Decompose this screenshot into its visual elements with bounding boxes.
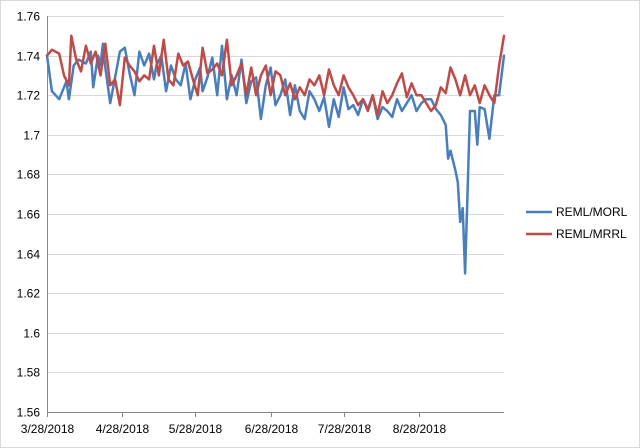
x-tick-label: 6/28/2018 [245,422,299,436]
x-tick-label: 5/28/2018 [169,422,223,436]
x-tick-label: 3/28/2018 [21,422,75,436]
x-tick-labels: 3/28/2018 4/28/2018 5/28/2018 6/28/2018 7/28… [21,422,447,436]
y-tick-label: 1.72 [17,89,41,103]
y-tick-label: 1.62 [17,287,41,301]
x-tick-label: 7/28/2018 [318,422,372,436]
x-tick-label: 4/28/2018 [96,422,150,436]
y-tick-label: 1.56 [17,406,41,420]
y-tick-labels: 1.56 1.58 1.6 1.62 1.64 1.66 1.68 1.7 1.72 1.74 1.… [17,10,41,420]
series-line-reml-morl [45,42,506,275]
y-tick-label: 1.64 [17,248,41,262]
x-tick-label: 8/28/2018 [393,422,447,436]
legend: REML/MORL REML/MRRL [526,205,628,241]
y-tick-label: 1.66 [17,208,41,222]
axes [47,16,504,417]
legend-label: REML/MRRL [556,227,627,241]
y-tick-label: 1.76 [17,10,41,24]
y-tick-label: 1.68 [17,168,41,182]
y-tick-label: 1.58 [17,366,41,380]
y-tick-label: 1.7 [23,129,40,143]
series-line-reml-mrrl [45,34,506,117]
y-tick-label: 1.74 [17,50,41,64]
y-tick-label: 1.6 [23,327,40,341]
legend-label: REML/MORL [556,205,628,219]
series-lines [45,34,506,275]
